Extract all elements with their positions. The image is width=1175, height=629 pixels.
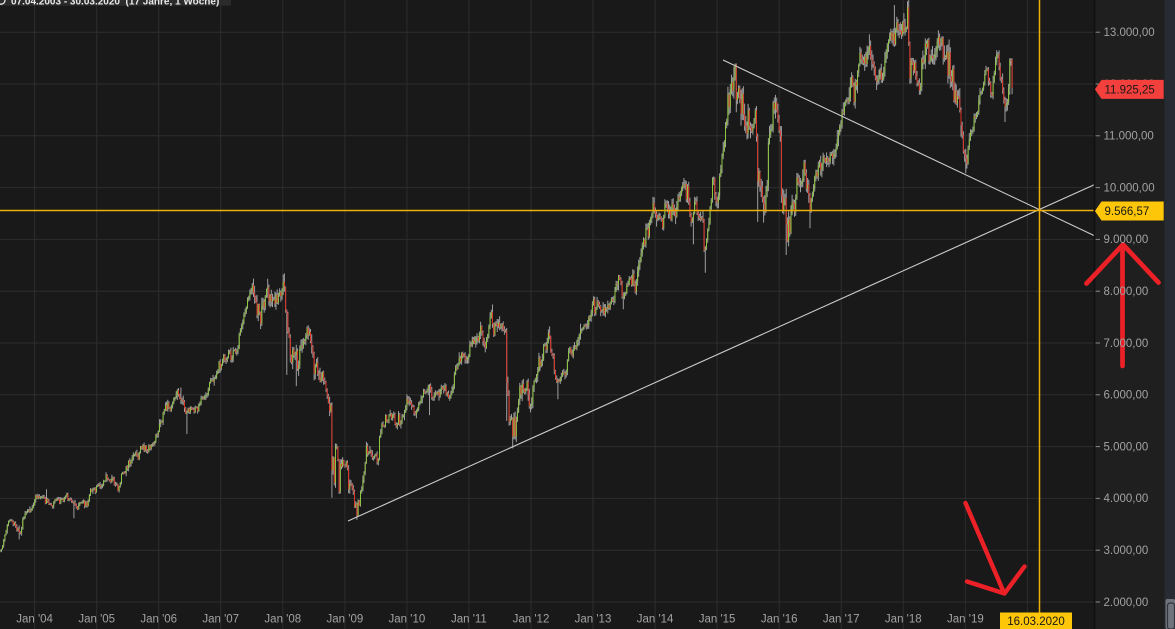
svg-text:Jan '09: Jan '09 xyxy=(327,614,364,626)
svg-text:6.000,00: 6.000,00 xyxy=(1104,390,1149,402)
svg-text:10.000,00: 10.000,00 xyxy=(1104,182,1155,194)
svg-text:3.000,00: 3.000,00 xyxy=(1104,545,1149,557)
svg-text:Jan '17: Jan '17 xyxy=(823,614,860,626)
svg-text:8.000,00: 8.000,00 xyxy=(1104,286,1149,298)
svg-text:2.000,00: 2.000,00 xyxy=(1104,597,1149,609)
svg-text:Jan '06: Jan '06 xyxy=(140,614,177,626)
svg-text:9.566,57: 9.566,57 xyxy=(1105,206,1150,218)
svg-text:Jan '18: Jan '18 xyxy=(885,614,922,626)
svg-text:Jan '11: Jan '11 xyxy=(451,614,487,626)
svg-text:5.000,00: 5.000,00 xyxy=(1104,441,1149,453)
svg-text:Jan '08: Jan '08 xyxy=(264,614,301,626)
svg-text:Jan '04: Jan '04 xyxy=(16,614,53,626)
svg-text:13.000,00: 13.000,00 xyxy=(1104,27,1155,39)
svg-text:4.000,00: 4.000,00 xyxy=(1104,493,1149,505)
svg-text:Jan '05: Jan '05 xyxy=(78,614,115,626)
svg-text:07.04.2003 - 30.03.2020 (17 J: 07.04.2003 - 30.03.2020 (17 Jahre, 1 Woc… xyxy=(11,0,219,8)
svg-text:Jan '07: Jan '07 xyxy=(202,614,239,626)
svg-text:Jan '13: Jan '13 xyxy=(575,614,612,626)
svg-text:Jan '10: Jan '10 xyxy=(389,614,426,626)
svg-text:Jan '15: Jan '15 xyxy=(699,614,736,626)
svg-text:16.03.2020: 16.03.2020 xyxy=(1007,616,1065,628)
svg-text:9.000,00: 9.000,00 xyxy=(1104,234,1149,246)
svg-text:Jan '12: Jan '12 xyxy=(513,614,550,626)
svg-text:11.000,00: 11.000,00 xyxy=(1104,131,1154,143)
svg-text:11.925,25: 11.925,25 xyxy=(1105,84,1155,96)
svg-text:7.000,00: 7.000,00 xyxy=(1104,338,1149,350)
svg-text:Jan '19: Jan '19 xyxy=(947,614,984,626)
svg-text:Jan '16: Jan '16 xyxy=(761,614,798,626)
svg-text:Jan '14: Jan '14 xyxy=(637,614,674,626)
